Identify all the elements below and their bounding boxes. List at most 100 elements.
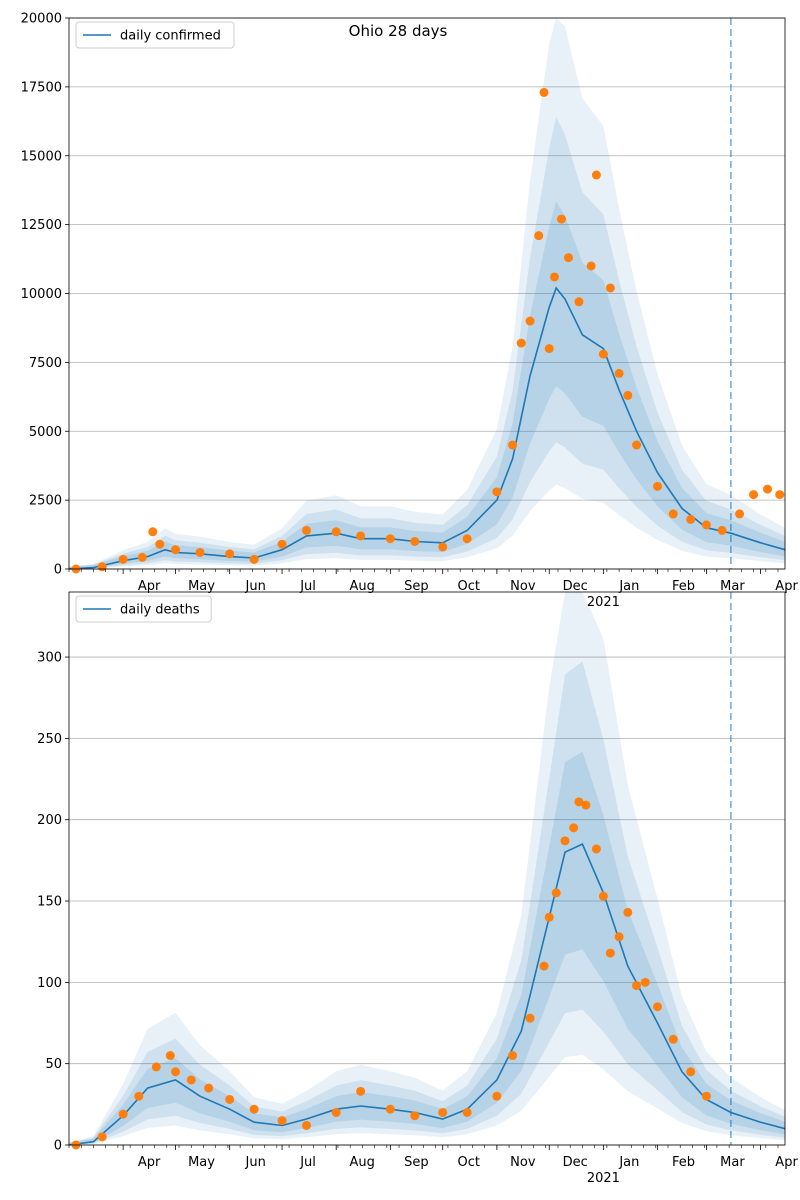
data-point <box>410 536 420 546</box>
confidence-band <box>69 661 785 1145</box>
legend: daily deaths <box>75 595 212 623</box>
data-point <box>598 349 608 359</box>
data-point <box>204 1083 214 1093</box>
x-tick-label: Sep <box>404 1155 429 1170</box>
x-tick-label: Jan <box>618 579 639 594</box>
data-point <box>632 981 642 991</box>
data-point <box>118 554 128 564</box>
y-tick-label: 17500 <box>21 80 62 95</box>
data-point <box>653 1002 663 1012</box>
data-point <box>775 490 785 500</box>
chart-panel-2: 0 50 100 150 200 250 300 Apr May Jun Jul Aug Sep Oct N… <box>37 591 798 1186</box>
data-point <box>137 552 147 562</box>
data-point <box>668 1034 678 1044</box>
legend-label: daily confirmed <box>120 29 221 44</box>
x-tick-label: Apr <box>138 1155 161 1170</box>
data-point <box>605 283 615 293</box>
y-tick-label: 0 <box>54 1139 62 1154</box>
x-tick-label: Dec <box>563 1155 588 1170</box>
data-point <box>302 525 312 535</box>
axes-frame <box>68 17 786 570</box>
confidence-band <box>69 117 785 569</box>
x-tick-label: Jul <box>299 1155 316 1170</box>
x-year-label: 2021 <box>587 595 620 610</box>
data-point <box>356 1086 366 1096</box>
x-tick-label: Feb <box>672 579 695 594</box>
x-tick-label: Oct <box>457 579 479 594</box>
y-tick-label: 250 <box>37 732 62 747</box>
x-tick-label: Mar <box>720 1155 745 1170</box>
data-point <box>544 912 554 922</box>
data-point <box>556 214 566 224</box>
y-tick-label: 50 <box>45 1057 62 1072</box>
data-point <box>385 534 395 544</box>
y-tick-label: 12500 <box>21 218 62 233</box>
confidence-band <box>69 751 785 1145</box>
data-point <box>186 1075 196 1085</box>
data-point <box>581 800 591 810</box>
data-point <box>623 907 633 917</box>
data-point <box>539 87 549 97</box>
data-point <box>525 1013 535 1023</box>
data-point <box>331 1107 341 1117</box>
x-tick-label: May <box>188 1155 215 1170</box>
data-point <box>586 261 596 271</box>
data-point <box>598 891 608 901</box>
data-point <box>686 1067 696 1077</box>
legend-box <box>75 21 235 49</box>
data-point <box>623 390 633 400</box>
data-point <box>171 545 181 555</box>
data-point <box>525 316 535 326</box>
x-year-label: 2021 <box>587 1171 620 1186</box>
x-tick-label: Jan <box>618 1155 639 1170</box>
x-tick-label: Aug <box>349 579 374 594</box>
data-point <box>492 1091 502 1101</box>
data-point <box>574 297 584 307</box>
data-point <box>410 1111 420 1121</box>
series-line <box>68 843 786 1146</box>
data-point <box>544 344 554 354</box>
data-point <box>438 1107 448 1117</box>
data-point <box>277 1116 287 1126</box>
data-point <box>569 823 579 833</box>
y-tick-label: 0 <box>54 563 62 578</box>
x-tick-label: Oct <box>457 1155 479 1170</box>
y-tick-label: 10000 <box>21 287 62 302</box>
chart-panel-1: 0 2500 5000 7500 10000 12500 15000 17500 20000 Ap… <box>21 12 799 611</box>
data-point <box>462 1107 472 1117</box>
y-tick-label: 100 <box>37 976 62 991</box>
data-point <box>605 948 615 958</box>
data-point <box>195 547 205 557</box>
data-point <box>539 961 549 971</box>
series-line <box>68 286 786 570</box>
data-point <box>385 1104 395 1114</box>
axes-frame <box>68 591 786 1146</box>
data-point <box>735 509 745 519</box>
x-tick-label: Apr <box>775 579 798 594</box>
x-tick-label: May <box>188 579 215 594</box>
data-point <box>516 338 526 348</box>
legend: daily confirmed <box>75 21 235 49</box>
data-point <box>171 1067 181 1077</box>
data-point <box>356 531 366 541</box>
x-tick-label: Mar <box>720 579 745 594</box>
data-point <box>508 1051 518 1061</box>
confidence-band <box>69 18 785 569</box>
confidence-band <box>69 592 785 1145</box>
data-point <box>97 1132 107 1142</box>
x-tick-label: Apr <box>138 579 161 594</box>
data-point <box>331 527 341 537</box>
data-point <box>701 1091 711 1101</box>
y-tick-label: 15000 <box>21 149 62 164</box>
y-tick-label: 2500 <box>29 494 62 509</box>
x-tick-label: Feb <box>672 1155 695 1170</box>
data-point <box>653 481 663 491</box>
legend-label: daily deaths <box>120 603 200 618</box>
x-tick-label: Jun <box>245 1155 266 1170</box>
y-tick-label: 300 <box>37 651 62 666</box>
data-point <box>549 272 559 282</box>
data-point <box>438 542 448 552</box>
data-point <box>118 1109 128 1119</box>
y-tick-label: 5000 <box>29 425 62 440</box>
data-point <box>614 368 624 378</box>
